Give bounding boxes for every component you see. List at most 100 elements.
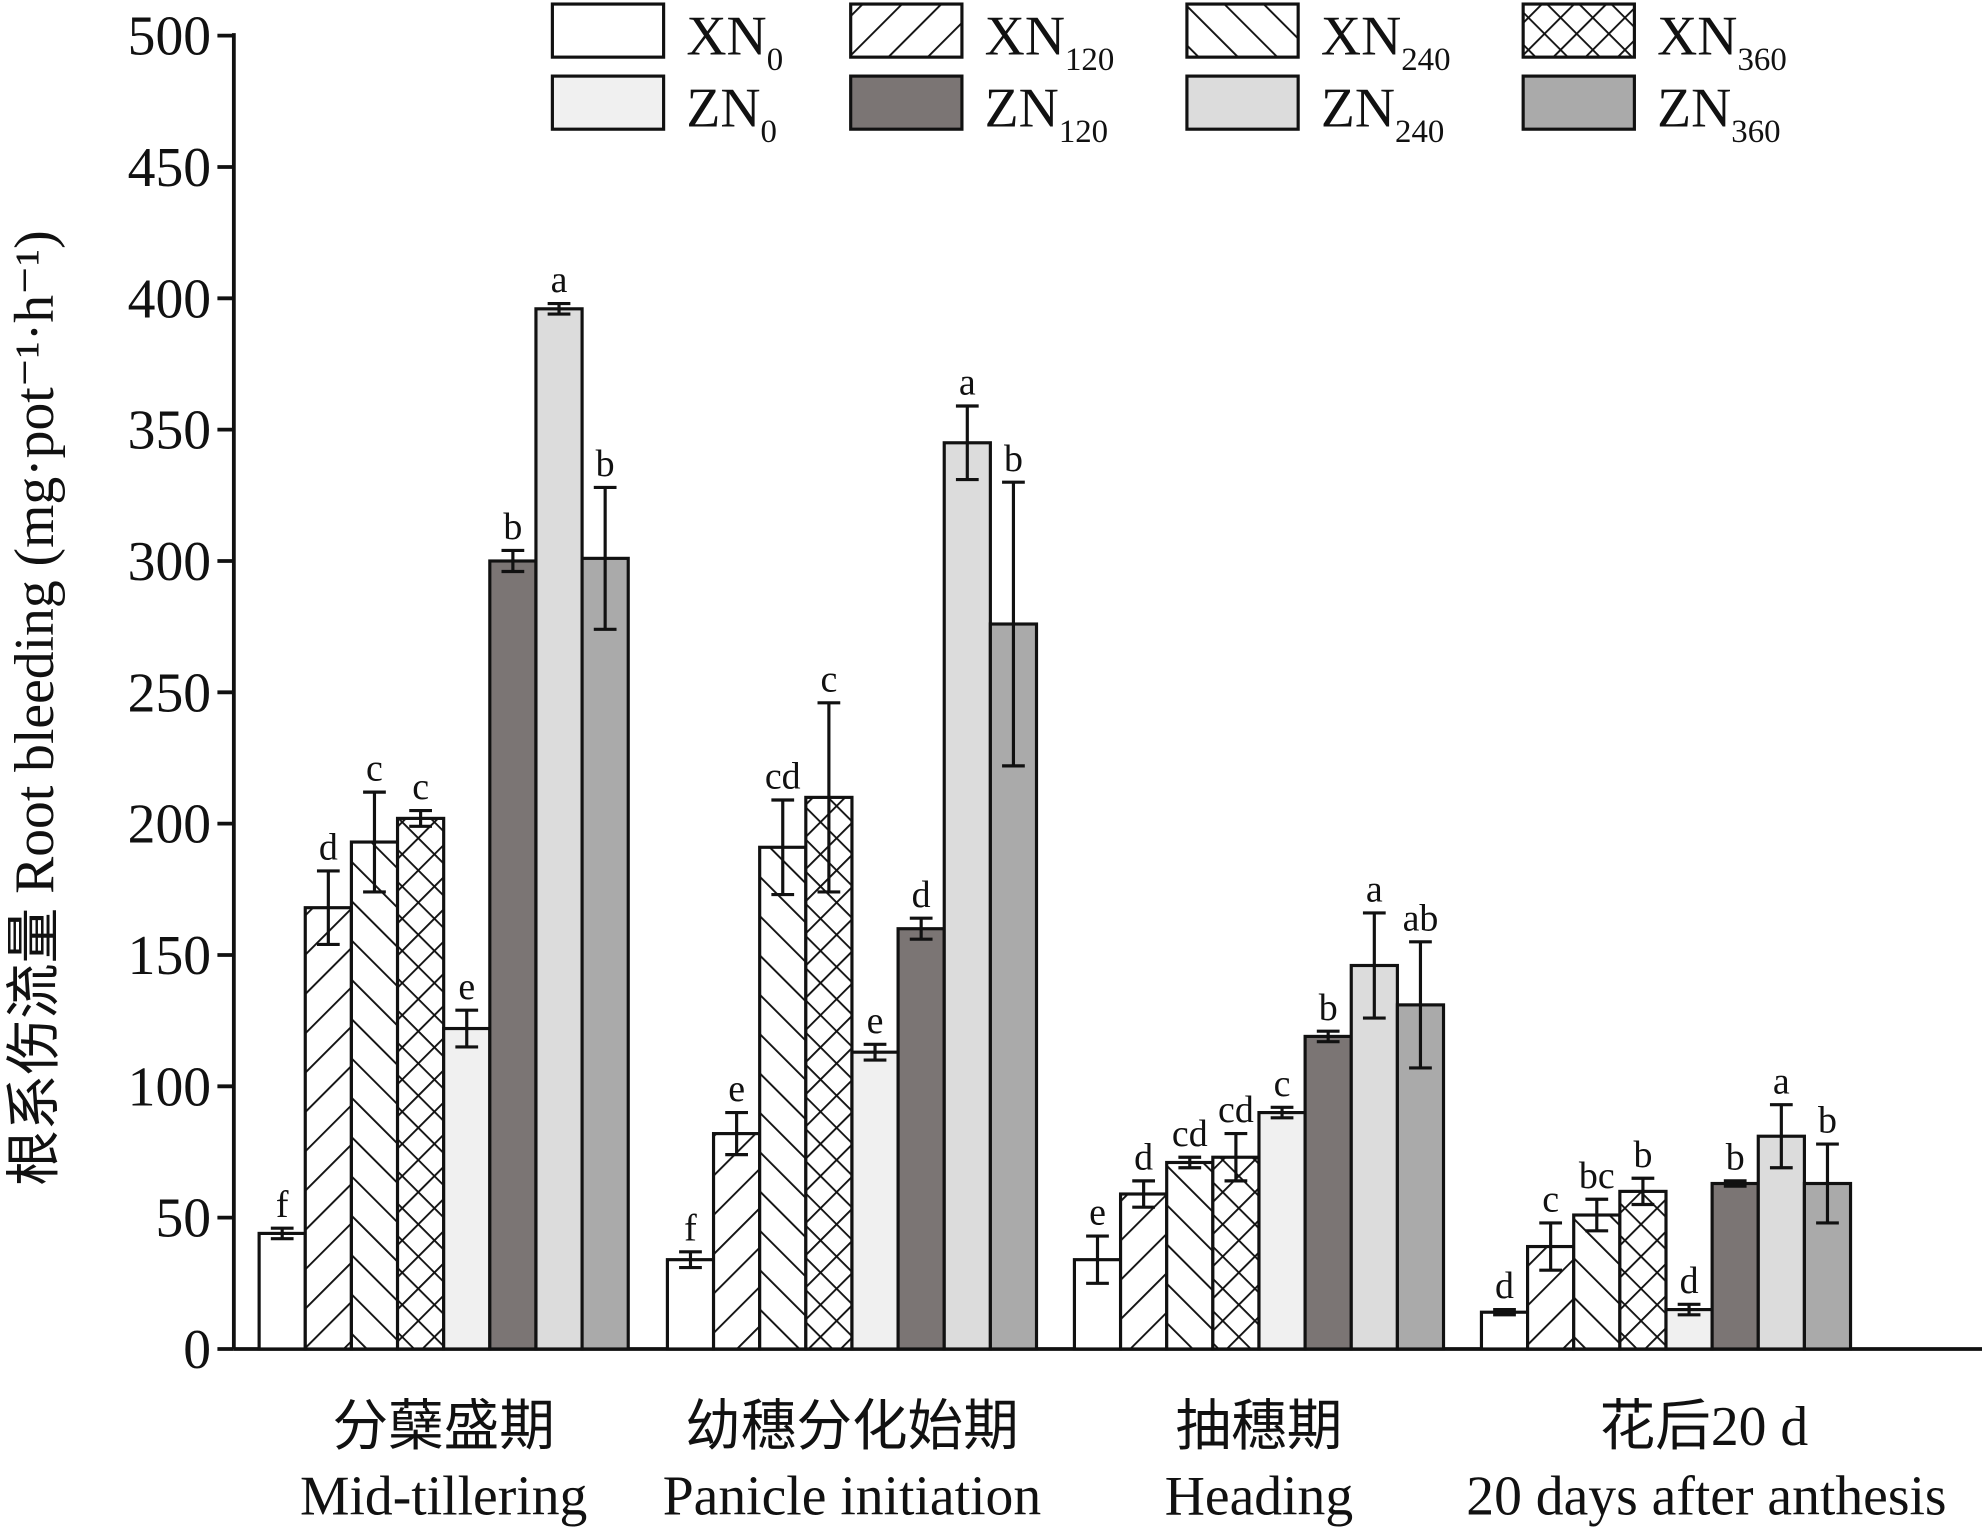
significance-letter: a [959,362,976,404]
legend-item: ZN120 [849,74,1108,150]
y-tick-label: 300 [128,531,211,593]
legend-label: XN240 [1321,6,1451,78]
significance-letter: cd [765,756,801,798]
significance-letter: b [1726,1137,1745,1179]
bar [1211,1155,1261,1351]
y-tick-label: 450 [128,137,211,199]
y-tick-label: 350 [128,400,211,462]
legend-item: ZN360 [1521,74,1781,150]
x-category-label-en: Panicle initiation [663,1466,1041,1528]
axes: 0 50 100 150 200 250 300 350 400 450 500 [128,6,1982,1381]
legend-swatch [1185,74,1300,131]
legend-label: ZN0 [686,78,777,150]
significance-letter: e [458,966,475,1008]
y-axis-label: 根系伤流量 Root bleeding (mg·pot⁻¹·h⁻¹) [4,230,66,1185]
legend-label: XN0 [686,6,783,78]
bar [1165,1160,1215,1351]
legend-label: XN360 [1657,6,1787,78]
bar [896,927,946,1351]
bar [488,559,538,1351]
significance-letter: f [684,1207,697,1249]
y-tick-label: 0 [183,1319,211,1381]
significance-letter: b [1319,987,1338,1029]
significance-letter: cd [1218,1089,1254,1131]
bar [580,556,630,1351]
bar [942,441,992,1351]
x-category-label-en: 20 days after anthesis [1466,1466,1946,1528]
significance-letter: bc [1579,1155,1615,1197]
significance-letter: a [1366,869,1383,911]
bar [1479,1310,1530,1351]
legend-swatch [1185,2,1300,59]
significance-letter: c [820,658,837,700]
significance-letter: e [867,1000,884,1042]
bar [534,307,584,1351]
legend-swatch [1521,74,1636,131]
legend-swatch [1521,2,1636,59]
significance-letter: b [1633,1134,1652,1176]
legend-swatch [849,74,964,131]
significance-letter: b [1004,438,1023,480]
x-category-label-en: Heading [1165,1466,1353,1528]
bar [850,1050,900,1351]
significance-letter: a [551,259,568,301]
y-tick-label: 400 [128,268,211,330]
significance-letter: c [1542,1179,1559,1221]
significance-letter: cd [1172,1113,1208,1155]
x-category-label-cn: 分蘖盛期 [332,1396,554,1458]
legend: XN0 XN120 XN240 XN360 ZN0 ZN120 ZN240 ZN360 [550,2,1787,150]
significance-letter: b [596,443,615,485]
bar [1303,1034,1353,1351]
bar [257,1231,307,1351]
bar [395,816,446,1351]
significance-letter: b [1818,1100,1837,1142]
x-category-label-cn: 花后20 d [1600,1396,1809,1458]
legend-item: ZN240 [1185,74,1444,150]
legend-label: ZN240 [1321,78,1444,150]
y-tick-label: 150 [128,925,211,987]
bar [1349,963,1399,1351]
legend-swatch [550,2,666,59]
legend-item: XN240 [1185,2,1451,78]
legend-item: XN120 [849,2,1115,78]
bar [1118,1192,1169,1351]
x-category-label-cn: 抽穗期 [1176,1396,1343,1458]
y-tick-label: 50 [155,1188,211,1250]
significance-letter: a [1773,1060,1790,1102]
x-category-label-en: Mid-tillering [300,1466,587,1528]
y-tick-label: 250 [128,662,211,724]
significance-letter: d [1680,1260,1699,1302]
legend-label: ZN120 [985,78,1108,150]
significance-letter: f [276,1184,289,1226]
significance-letter: b [503,506,522,548]
significance-letter: c [1274,1063,1291,1105]
bar [1710,1181,1760,1351]
legend-swatch [550,74,666,131]
legend-label: XN120 [985,6,1115,78]
legend-item: XN0 [550,2,783,78]
bars: fdc cebab分蘖盛期Mid-tilleringfecdcedab幼穗分化始期… [257,259,1947,1528]
bar [303,906,353,1351]
bar [349,840,400,1351]
significance-letter: d [319,827,338,869]
bar [1572,1213,1622,1351]
significance-letter: e [1089,1192,1106,1234]
legend-item: ZN0 [550,74,777,150]
legend-swatch [849,2,964,59]
significance-letter: c [366,748,383,790]
legend-label: ZN360 [1657,78,1780,150]
significance-letter: d [912,874,931,916]
significance-letter: ab [1403,897,1439,939]
bar [1618,1189,1668,1351]
significance-letter: d [1134,1137,1153,1179]
bar [1257,1111,1307,1351]
significance-letter: e [728,1068,745,1110]
bar [711,1132,762,1351]
bar [442,1026,492,1351]
y-tick-label: 200 [128,794,211,856]
bar [758,845,808,1351]
y-tick-label: 100 [128,1056,211,1118]
x-category-label-cn: 幼穗分化始期 [685,1396,1019,1458]
significance-letter: c [412,766,429,808]
